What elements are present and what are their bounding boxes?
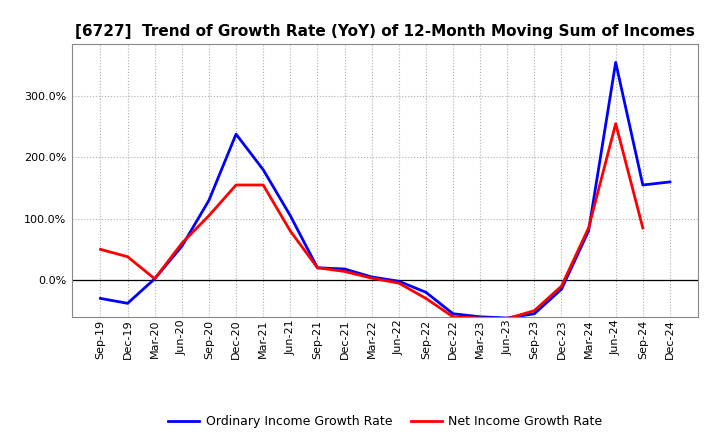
Ordinary Income Growth Rate [530,311,539,316]
Legend: Ordinary Income Growth Rate, Net Income Growth Rate: Ordinary Income Growth Rate, Net Income … [163,411,608,433]
Line: Net Income Growth Rate: Net Income Growth Rate [101,124,643,319]
Net Income Growth Rate [395,280,403,286]
Net Income Growth Rate [204,213,213,218]
Net Income Growth Rate [611,121,620,126]
Ordinary Income Growth Rate [449,311,457,316]
Title: [6727]  Trend of Growth Rate (YoY) of 12-Month Moving Sum of Incomes: [6727] Trend of Growth Rate (YoY) of 12-… [76,24,695,39]
Ordinary Income Growth Rate [286,213,294,218]
Ordinary Income Growth Rate [639,182,647,187]
Net Income Growth Rate [341,269,349,274]
Ordinary Income Growth Rate [341,266,349,271]
Net Income Growth Rate [178,241,186,246]
Ordinary Income Growth Rate [232,132,240,137]
Net Income Growth Rate [259,182,268,187]
Ordinary Income Growth Rate [313,265,322,271]
Ordinary Income Growth Rate [178,244,186,249]
Ordinary Income Growth Rate [665,179,674,184]
Ordinary Income Growth Rate [204,198,213,203]
Line: Ordinary Income Growth Rate: Ordinary Income Growth Rate [101,62,670,318]
Ordinary Income Growth Rate [557,286,566,292]
Ordinary Income Growth Rate [259,167,268,172]
Ordinary Income Growth Rate [123,301,132,306]
Ordinary Income Growth Rate [611,60,620,65]
Net Income Growth Rate [367,275,376,281]
Ordinary Income Growth Rate [96,296,105,301]
Net Income Growth Rate [286,228,294,234]
Net Income Growth Rate [639,225,647,231]
Net Income Growth Rate [557,283,566,289]
Net Income Growth Rate [476,315,485,321]
Ordinary Income Growth Rate [476,314,485,319]
Net Income Growth Rate [313,265,322,271]
Ordinary Income Growth Rate [584,228,593,234]
Net Income Growth Rate [150,276,159,282]
Net Income Growth Rate [123,254,132,259]
Ordinary Income Growth Rate [150,276,159,282]
Net Income Growth Rate [421,296,430,301]
Ordinary Income Growth Rate [395,279,403,284]
Ordinary Income Growth Rate [367,274,376,279]
Net Income Growth Rate [96,247,105,252]
Net Income Growth Rate [232,182,240,187]
Ordinary Income Growth Rate [421,290,430,295]
Ordinary Income Growth Rate [503,315,511,321]
Net Income Growth Rate [530,308,539,313]
Net Income Growth Rate [584,225,593,231]
Net Income Growth Rate [503,316,511,321]
Net Income Growth Rate [449,314,457,319]
